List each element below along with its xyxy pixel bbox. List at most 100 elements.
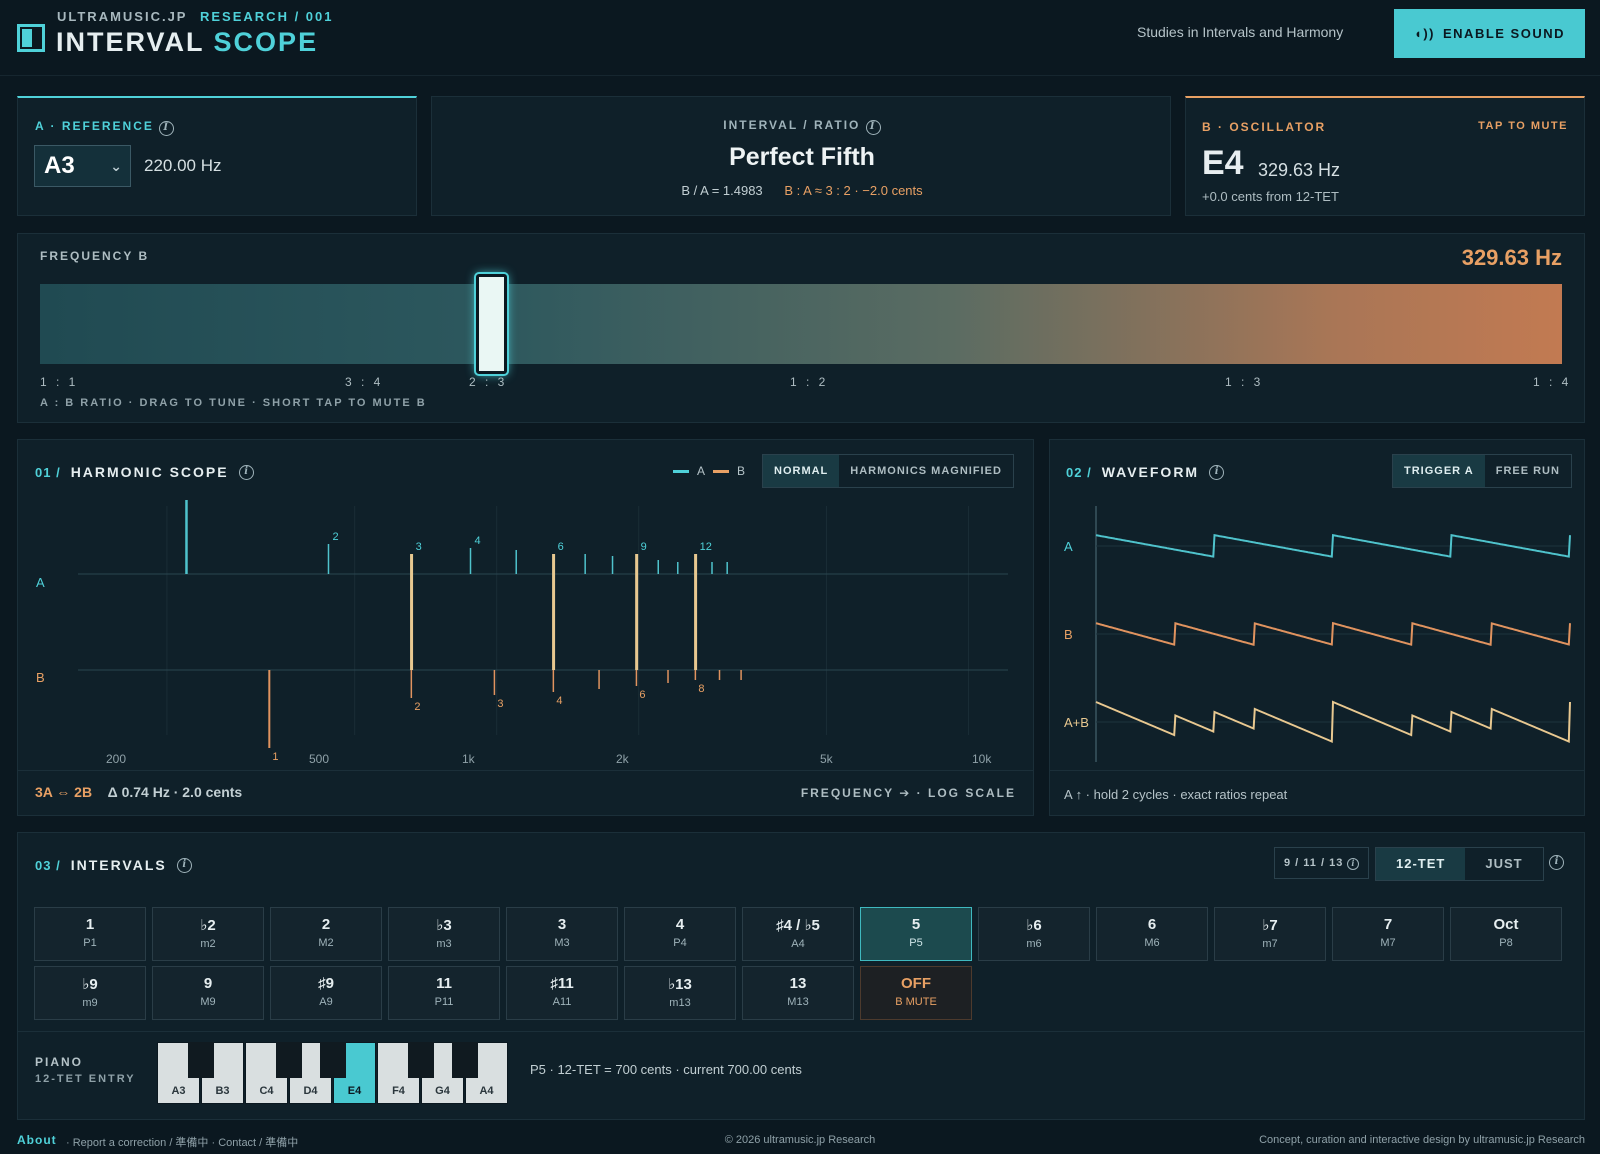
piano-black-key[interactable] xyxy=(408,1042,434,1078)
interval-button-m9[interactable]: ♭9 m9 xyxy=(34,966,146,1020)
info-icon[interactable]: i xyxy=(238,464,254,480)
tuning-12tet-button[interactable]: 12-TET xyxy=(1376,848,1466,880)
piano-black-key[interactable] xyxy=(320,1042,346,1078)
enable-sound-button[interactable]: ◖)) ENABLE SOUND xyxy=(1394,9,1585,58)
interval-button-m6[interactable]: 6 M6 xyxy=(1096,907,1208,961)
info-icon[interactable]: i xyxy=(1209,464,1225,480)
interval-degree: ♭7 xyxy=(1262,917,1278,934)
harmonic-a-label: 3 xyxy=(416,541,422,553)
panel-number: 03 / xyxy=(35,857,61,873)
intervals-panel: 03 / INTERVALS i 9 / 11 / 13 i 12-TET JU… xyxy=(17,832,1585,1120)
interval-short-name: m2 xyxy=(200,938,216,950)
panel-title: HARMONIC SCOPE xyxy=(70,464,229,480)
tagline: Studies in Intervals and Harmony xyxy=(1137,24,1344,40)
frequency-slider-track[interactable] xyxy=(40,284,1562,364)
interval-button-m7[interactable]: ♭7 m7 xyxy=(1214,907,1326,961)
interval-button-m3[interactable]: 3 M3 xyxy=(506,907,618,961)
x-tick-label: 5k xyxy=(820,752,834,766)
footer-links[interactable]: · Report a correction / 準備中 · Contact / … xyxy=(66,1137,299,1149)
interval-short-name: M13 xyxy=(787,996,809,1008)
ratio-tick-label: 2 : 3 xyxy=(469,375,508,389)
interval-button-m2[interactable]: 2 M2 xyxy=(270,907,382,961)
about-link[interactable]: About xyxy=(17,1133,57,1147)
mode-magnified-button[interactable]: HARMONICS MAGNIFIED xyxy=(850,465,1002,477)
interval-button-m13[interactable]: ♭13 m13 xyxy=(624,966,736,1020)
reference-frequency: 220.00 Hz xyxy=(144,156,222,175)
tap-to-mute-label[interactable]: TAP TO MUTE xyxy=(1478,120,1568,132)
harmonic-b-label: 6 xyxy=(639,689,645,701)
interval-approx: B : A ≈ 3 : 2 · −2.0 cents xyxy=(784,183,923,198)
interval-short-name: P8 xyxy=(1499,937,1513,949)
interval-short-name: P1 xyxy=(83,937,97,949)
interval-short-name: M9 xyxy=(200,996,216,1008)
reference-label-wrap: A · REFERENCE i xyxy=(35,119,175,136)
interval-button-m9[interactable]: 9 M9 xyxy=(152,966,264,1020)
interval-degree: 2 xyxy=(321,916,331,933)
reference-note-select[interactable]: A3 ⌄ xyxy=(34,145,131,187)
interval-label-wrap: INTERVAL / RATIO i xyxy=(432,118,1172,135)
interval-button-p1[interactable]: 1 P1 xyxy=(34,907,146,961)
piano-black-key[interactable] xyxy=(452,1042,478,1078)
title-interval: INTERVAL xyxy=(56,27,205,57)
info-icon[interactable]: i xyxy=(865,120,881,135)
info-icon[interactable]: i xyxy=(176,857,192,873)
info-icon[interactable]: i xyxy=(159,121,175,136)
trigger-a-button[interactable]: TRIGGER A xyxy=(1393,455,1485,487)
free-run-button[interactable]: FREE RUN xyxy=(1495,465,1560,477)
frequency-panel: FREQUENCY B 329.63 Hz 1 : 1 3 : 4 2 : 3 … xyxy=(17,233,1585,423)
interval-short-name: m9 xyxy=(82,997,98,1009)
interval-degree: 7 xyxy=(1383,916,1393,933)
interval-button-b-mute[interactable]: OFF B MUTE xyxy=(860,966,972,1020)
piano-keyboard: A3 B3 C4 D4 E4 F4 G4 A4 xyxy=(157,1042,511,1104)
interval-button-m13[interactable]: 13 M13 xyxy=(742,966,854,1020)
oscillator-panel[interactable]: B · OSCILLATOR TAP TO MUTE E4 329.63 Hz … xyxy=(1185,96,1585,216)
site-name[interactable]: ULTRAMUSIC.JP xyxy=(57,9,188,24)
ratio-tick-label: 1 : 4 xyxy=(1533,375,1572,389)
piano-black-key[interactable] xyxy=(188,1042,214,1078)
scope-legend: A B xyxy=(673,464,745,478)
piano-black-key[interactable] xyxy=(276,1042,302,1078)
legend-swatch-b xyxy=(713,469,730,473)
waveform-mode-toggle[interactable]: TRIGGER A FREE RUN xyxy=(1392,454,1572,488)
interval-button-p5[interactable]: 5 P5 xyxy=(860,907,972,961)
mode-normal-button[interactable]: NORMAL xyxy=(763,455,840,487)
legend-label-b: B xyxy=(737,464,746,478)
interval-button-a11[interactable]: ♯11 A11 xyxy=(506,966,618,1020)
interval-button-p11[interactable]: 11 P11 xyxy=(388,966,500,1020)
tuning-toggle[interactable]: 12-TET JUST xyxy=(1375,847,1544,881)
harmonic-a-label: 2 xyxy=(332,531,338,543)
divider xyxy=(18,1031,1584,1032)
piano-info: P5 · 12-TET = 700 cents · current 700.00… xyxy=(530,1062,802,1077)
interval-degree: 5 xyxy=(911,916,921,933)
interval-button-m2[interactable]: ♭2 m2 xyxy=(152,907,264,961)
logo-icon xyxy=(17,24,45,52)
interval-button-a9[interactable]: ♯9 A9 xyxy=(270,966,382,1020)
piano-sublabel: 12-TET ENTRY xyxy=(35,1073,136,1085)
interval-button-m6[interactable]: ♭6 m6 xyxy=(978,907,1090,961)
x-tick-label: 2k xyxy=(616,752,630,766)
oscillator-note: E4 xyxy=(1202,144,1244,182)
harmonic-a-label: 12 xyxy=(700,541,712,553)
interval-button-m7[interactable]: 7 M7 xyxy=(1332,907,1444,961)
interval-ratio-line: B / A = 1.4983 B : A ≈ 3 : 2 · −2.0 cent… xyxy=(432,183,1172,198)
info-icon[interactable]: i xyxy=(1549,855,1564,870)
tuning-just-button[interactable]: JUST xyxy=(1485,856,1523,871)
panel-number: 02 / xyxy=(1066,464,1092,480)
scope-marks: 12346912123468 xyxy=(185,500,742,763)
interval-degree: ♭3 xyxy=(436,917,452,934)
frequency-slider-thumb[interactable] xyxy=(475,274,507,374)
scope-mode-toggle[interactable]: NORMAL HARMONICS MAGNIFIED xyxy=(762,454,1014,488)
harmonic-a-label: 4 xyxy=(475,535,481,547)
interval-button-p4[interactable]: 4 P4 xyxy=(624,907,736,961)
interval-button-p8[interactable]: Oct P8 xyxy=(1450,907,1562,961)
extensions-toggle[interactable]: 9 / 11 / 13 i xyxy=(1274,847,1370,879)
interval-button-m3[interactable]: ♭3 m3 xyxy=(388,907,500,961)
harmonic-b-label: 3 xyxy=(497,698,503,710)
harmonic-b-label: 1 xyxy=(272,751,278,763)
x-tick-label: 500 xyxy=(309,752,329,766)
interval-button-a4[interactable]: ♯4 / ♭5 A4 xyxy=(742,907,854,961)
interval-degree: 6 xyxy=(1147,916,1157,933)
interval-short-name: A4 xyxy=(791,938,805,950)
interval-degree: 9 xyxy=(203,975,213,992)
interval-short-name: M2 xyxy=(318,937,334,949)
